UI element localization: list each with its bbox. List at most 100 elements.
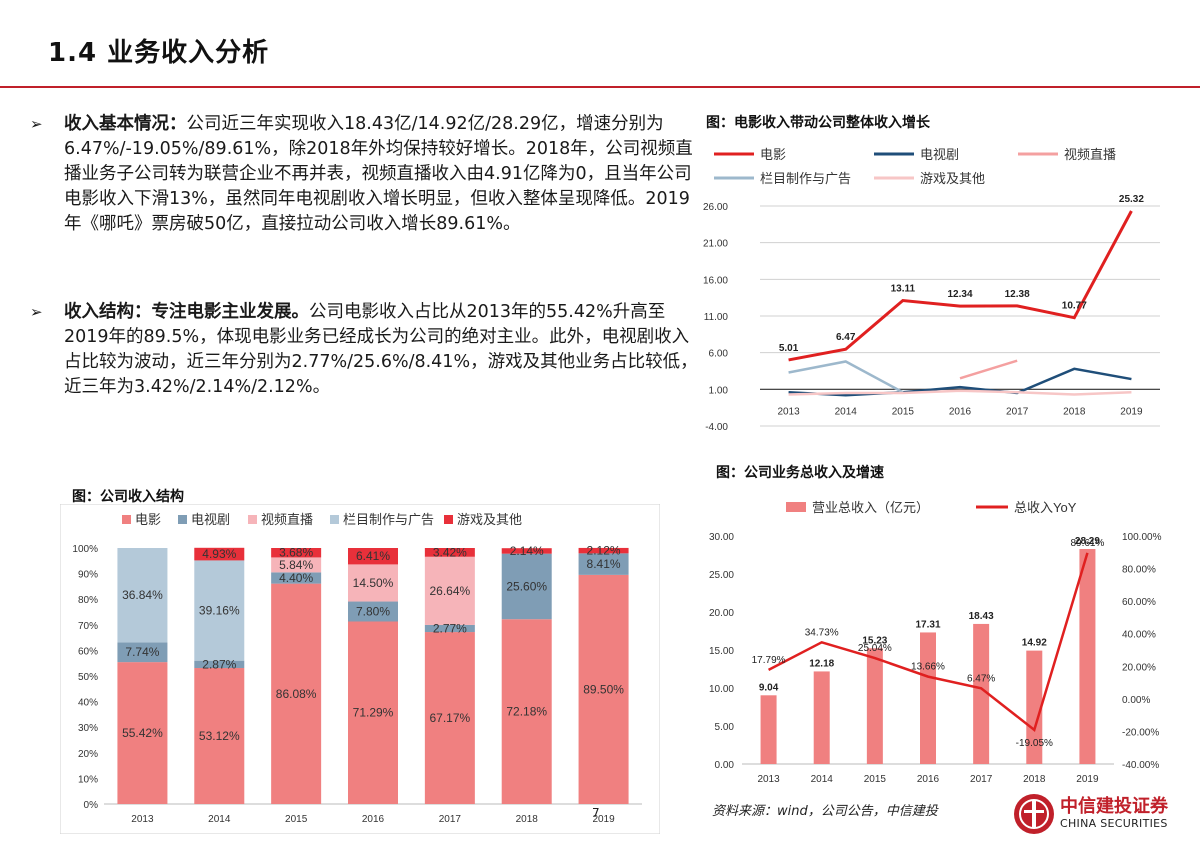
y-tick-label-left: 0.00 bbox=[715, 760, 735, 771]
data-label-yoy: 34.73% bbox=[805, 627, 839, 638]
y-tick-label: 16.00 bbox=[703, 275, 728, 286]
bar-segment-电影 bbox=[271, 583, 322, 804]
bar-total-revenue bbox=[866, 648, 883, 764]
y-tick-label-right: 80.00% bbox=[1122, 565, 1156, 576]
x-tick-label: 2014 bbox=[208, 814, 231, 825]
y-tick-label: 26.00 bbox=[703, 202, 728, 213]
bar-segment-游戏及其他 bbox=[501, 548, 552, 554]
data-label-revenue: 9.04 bbox=[759, 682, 779, 693]
data-label-yoy: 17.79% bbox=[752, 655, 786, 666]
bar-segment-电视剧 bbox=[117, 642, 168, 663]
data-label: 13.11 bbox=[891, 284, 916, 295]
data-label: 67.17% bbox=[430, 711, 471, 725]
legend-swatch bbox=[786, 502, 806, 512]
x-tick-label: 2018 bbox=[516, 814, 539, 825]
bar-segment-电影 bbox=[194, 668, 245, 804]
bar-segment-视频直播 bbox=[271, 557, 322, 573]
data-label-yoy: 89.61% bbox=[1070, 538, 1104, 549]
data-label: 25.32 bbox=[1119, 194, 1144, 205]
legend-label: 营业总收入（亿元） bbox=[812, 500, 929, 515]
paragraph-revenue-overview: ➢ 收入基本情况：公司近三年实现收入18.43亿/14.92亿/28.29亿，增… bbox=[30, 112, 698, 237]
data-label-yoy: -19.05% bbox=[1016, 738, 1053, 749]
bar-segment-电视剧 bbox=[194, 660, 245, 669]
data-label: 2.77% bbox=[433, 621, 467, 635]
data-label-revenue: 14.92 bbox=[1022, 638, 1047, 649]
data-label: 8.41% bbox=[587, 557, 621, 571]
paragraph-text: 公司近三年实现收入18.43亿/14.92亿/28.29亿，增速分别为6.47%… bbox=[64, 114, 693, 234]
legend-label: 电视剧 bbox=[920, 147, 959, 162]
legend-label: 栏目制作与广告 bbox=[343, 512, 434, 527]
source-note: 资料来源：wind，公司公告，中信建投 bbox=[712, 804, 938, 819]
data-label: 3.68% bbox=[279, 546, 313, 560]
y-tick-label: 0% bbox=[84, 800, 99, 811]
bar-segment-电影 bbox=[424, 632, 475, 804]
paragraph-revenue-structure: ➢ 收入结构：专注电影主业发展。公司电影收入占比从2013年的55.42%升高至… bbox=[30, 300, 698, 400]
bar-segment-视频直播 bbox=[348, 564, 398, 602]
legend-swatch bbox=[122, 515, 131, 524]
logo-emblem-icon bbox=[1014, 794, 1054, 834]
bar-segment-视频直播 bbox=[424, 556, 475, 625]
data-label: 89.50% bbox=[583, 682, 624, 696]
data-label-revenue: 18.43 bbox=[969, 611, 994, 622]
data-label-yoy: 6.47% bbox=[967, 673, 995, 684]
data-label: 5.01 bbox=[779, 343, 799, 354]
bullet-arrow-icon: ➢ bbox=[30, 303, 43, 321]
data-label: 71.29% bbox=[353, 706, 394, 720]
legend-label: 电视剧 bbox=[191, 512, 230, 527]
legend-label: 栏目制作与广告 bbox=[760, 171, 851, 186]
y-tick-label: 70% bbox=[78, 621, 98, 632]
y-tick-label: 60% bbox=[78, 646, 98, 657]
bar-total-revenue bbox=[920, 632, 936, 764]
data-label: 7.80% bbox=[356, 605, 390, 619]
y-tick-label-left: 30.00 bbox=[709, 532, 734, 543]
data-label: 6.47 bbox=[836, 332, 856, 343]
y-tick-label-left: 20.00 bbox=[709, 608, 734, 619]
data-label-revenue: 15.23 bbox=[862, 635, 887, 646]
legend-label: 视频直播 bbox=[1064, 147, 1116, 162]
legend-label: 电影 bbox=[135, 512, 161, 527]
bar-segment-电视剧 bbox=[271, 572, 322, 584]
data-label: 10.77 bbox=[1062, 301, 1087, 312]
data-label: 14.50% bbox=[353, 576, 394, 590]
x-tick-label: 2013 bbox=[757, 774, 780, 785]
bar-segment-游戏及其他 bbox=[578, 547, 629, 554]
paragraph-lead: 收入结构：专注电影主业发展。 bbox=[64, 302, 309, 322]
x-tick-label: 2017 bbox=[970, 774, 993, 785]
x-tick-label: 2017 bbox=[439, 814, 462, 825]
bar-segment-栏目制作与广告 bbox=[194, 560, 245, 661]
legend-label: 游戏及其他 bbox=[457, 512, 522, 527]
bar-segment-电视剧 bbox=[578, 553, 629, 575]
x-tick-label: 2015 bbox=[285, 814, 308, 825]
data-label: 7.74% bbox=[125, 645, 159, 659]
y-tick-label: 1.00 bbox=[709, 385, 729, 396]
bar-segment-电影 bbox=[117, 662, 168, 804]
data-label: 25.60% bbox=[506, 579, 547, 593]
series-line-栏目制作与广告 bbox=[788, 360, 904, 394]
bar-segment-游戏及其他 bbox=[348, 548, 398, 565]
y-tick-label-right: -20.00% bbox=[1122, 727, 1159, 738]
y-tick-label: 100% bbox=[72, 544, 98, 555]
bar-segment-游戏及其他 bbox=[271, 548, 322, 558]
bar-segment-栏目制作与广告 bbox=[117, 548, 168, 643]
data-label: 4.40% bbox=[279, 571, 313, 585]
paragraph-lead: 收入基本情况： bbox=[64, 114, 187, 134]
page-title: 1.4 业务收入分析 bbox=[48, 38, 270, 68]
x-tick-label: 2019 bbox=[1120, 406, 1143, 417]
data-label: 2.87% bbox=[202, 657, 236, 671]
data-label: 2.14% bbox=[510, 544, 544, 558]
bar-segment-游戏及其他 bbox=[194, 547, 245, 561]
data-label-revenue: 12.18 bbox=[809, 658, 834, 669]
logo-text-en: CHINA SECURITIES bbox=[1060, 817, 1168, 830]
combo-chart-total-revenue-growth: 营业总收入（亿元） 总收入YoY 30.00 25.00 20.00 15.00 10.00… bbox=[709, 500, 1162, 785]
series-line-电影 bbox=[788, 210, 1133, 362]
y-tick-label: 50% bbox=[78, 672, 98, 683]
y-tick-label: 90% bbox=[78, 570, 98, 581]
data-label-yoy: 25.04% bbox=[858, 643, 892, 654]
data-label-yoy: 13.66% bbox=[911, 662, 945, 673]
x-tick-label: 2014 bbox=[835, 406, 858, 417]
bar-total-revenue bbox=[1026, 650, 1043, 764]
x-tick-label: 2016 bbox=[949, 406, 972, 417]
x-tick-label: 2014 bbox=[811, 774, 834, 785]
y-tick-label: -4.00 bbox=[705, 422, 728, 433]
